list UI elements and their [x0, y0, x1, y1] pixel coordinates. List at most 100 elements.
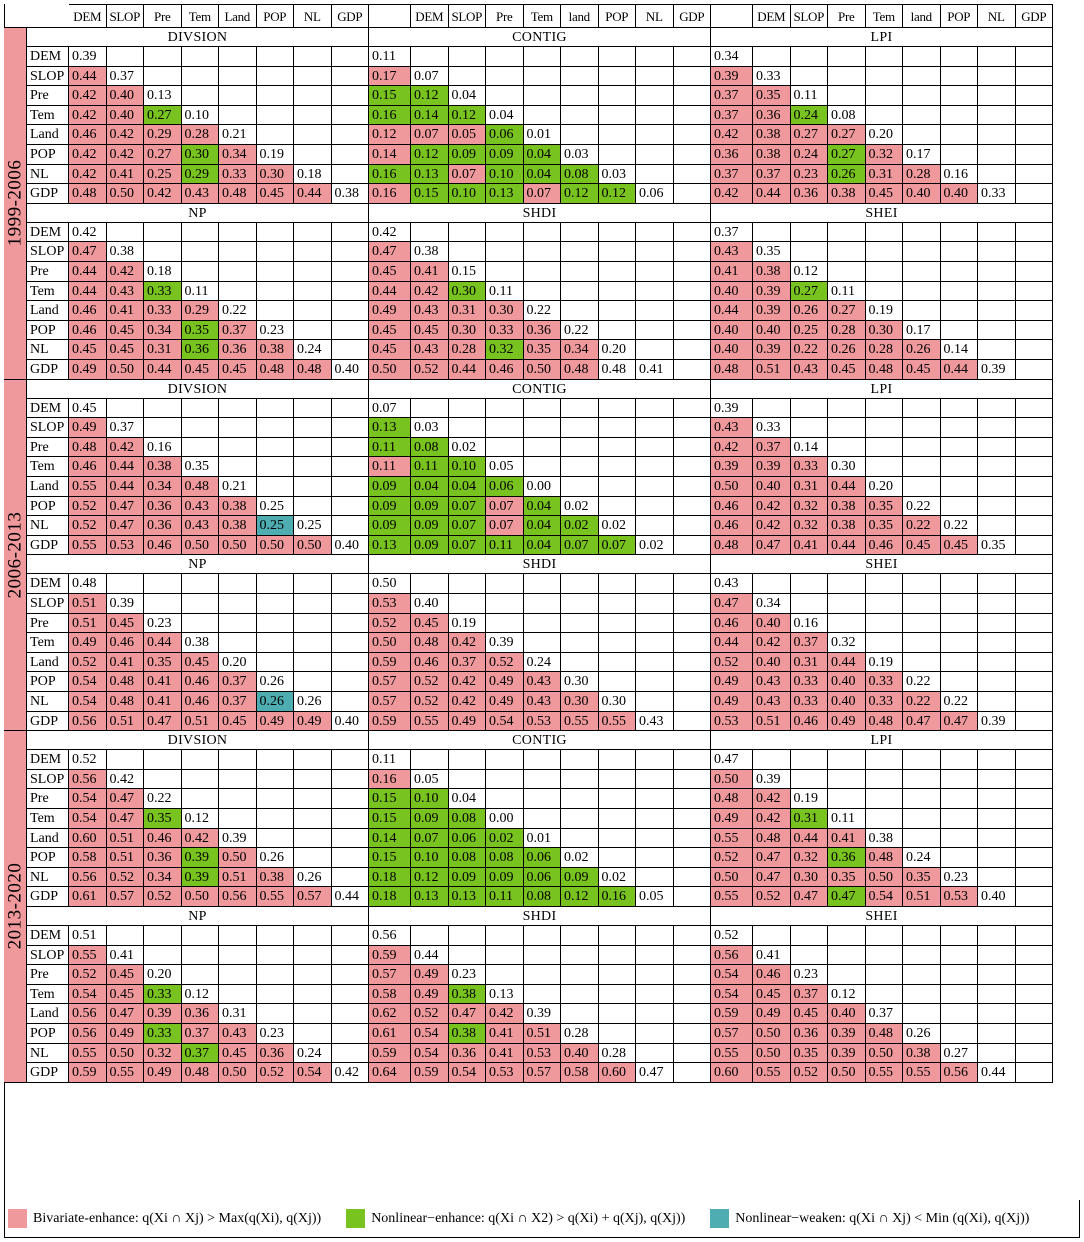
table-cell-value: 0.45: [940, 535, 978, 556]
table-cell-value: 0.43: [106, 281, 144, 302]
column-header-slop: SLOP: [448, 4, 486, 28]
row-label: Land: [27, 301, 69, 321]
table-cell-value: 0.38: [828, 184, 866, 204]
table-cell-value: 0.47: [790, 887, 828, 907]
row-label: Pre: [27, 965, 69, 985]
table-cell-empty: [1015, 418, 1053, 438]
table-cell-value: 0.38: [256, 867, 294, 888]
table-cell-value: 0.52: [144, 887, 182, 907]
table-cell-value: 0.32: [486, 340, 524, 360]
table-cell-value: 0.44: [106, 477, 144, 497]
table-cell-empty: [598, 66, 636, 87]
table-cell-empty: [903, 926, 941, 946]
table-cell-value: 0.45: [106, 613, 144, 634]
table-cell-empty: [144, 750, 182, 770]
table-cell-value: 0.45: [106, 984, 144, 1005]
table-cell-empty: [903, 789, 941, 809]
table-cell-value: 0.37: [753, 164, 791, 185]
table-cell-empty: [903, 301, 941, 321]
table-cell-value: 0.50: [711, 477, 753, 497]
table-cell-value: 0.18: [369, 867, 411, 888]
table-cell-empty: [331, 477, 369, 497]
table-cell-empty: [331, 1043, 369, 1064]
table-cell-empty: [1015, 945, 1053, 966]
table-cell-value: 0.21: [219, 125, 257, 145]
table-cell-value: 0.36: [828, 848, 866, 868]
table-cell-value: 0.09: [448, 145, 486, 165]
table-cell-value: 0.47: [106, 809, 144, 829]
table-cell-empty: [294, 1004, 332, 1024]
table-cell-value: 0.13: [411, 887, 449, 907]
table-cell-value: 0.35: [828, 867, 866, 888]
table-cell-value: 0.49: [411, 984, 449, 1005]
table-cell-value: 0.23: [790, 164, 828, 185]
table-cell-empty: [673, 496, 711, 517]
table-cell-empty: [331, 301, 369, 321]
table-cell-value: 0.55: [711, 887, 753, 907]
table-cell-empty: [144, 769, 182, 790]
table-cell-empty: [1015, 477, 1053, 497]
table-cell-value: 0.45: [903, 535, 941, 556]
table-cell-value: 0.46: [144, 828, 182, 849]
column-header-pre: Pre: [486, 4, 524, 28]
table-cell-value: 0.47: [753, 848, 791, 868]
table-cell-value: 0.52: [711, 926, 753, 946]
table-cell-value: 0.37: [865, 1004, 903, 1024]
table-cell-value: 0.54: [486, 711, 524, 732]
table-cell-value: 0.07: [411, 66, 449, 87]
table-cell-value: 0.46: [711, 496, 753, 517]
row-label: NL: [27, 1043, 69, 1064]
table-cell-empty: [294, 496, 332, 517]
panel-title: CONTIG: [369, 28, 711, 47]
table-cell-empty: [673, 535, 711, 556]
table-cell-empty: [219, 222, 257, 243]
table-cell-empty: [523, 457, 561, 477]
table-cell-empty: [181, 789, 219, 809]
table-cell-empty: [1015, 984, 1053, 1005]
table-cell-value: 0.46: [411, 652, 449, 673]
table-cell-empty: [598, 809, 636, 829]
table-cell-empty: [636, 769, 674, 790]
table-cell-empty: [790, 574, 828, 594]
table-cell-empty: [636, 984, 674, 1005]
table-cell-value: 0.38: [219, 516, 257, 536]
table-cell-empty: [219, 769, 257, 790]
table-cell-empty: [636, 281, 674, 302]
table-cell-value: 0.40: [753, 320, 791, 341]
table-cell-empty: [673, 574, 711, 594]
table-cell-empty: [331, 672, 369, 692]
table-cell-value: 0.49: [256, 711, 294, 732]
table-cell-value: 0.36: [790, 1024, 828, 1044]
table-cell-empty: [219, 633, 257, 653]
table-cell-value: 0.12: [411, 867, 449, 888]
table-cell-value: 0.55: [106, 1063, 144, 1083]
table-cell-value: 0.43: [753, 672, 791, 692]
table-cell-empty: [790, 47, 828, 67]
table-cell-value: 0.37: [448, 652, 486, 673]
table-cell-empty: [331, 574, 369, 594]
table-cell-value: 0.37: [753, 437, 791, 458]
table-cell-empty: [331, 125, 369, 145]
table-cell-value: 0.49: [711, 672, 753, 692]
table-cell-empty: [940, 594, 978, 614]
table-cell-value: 0.40: [828, 692, 866, 712]
table-cell-value: 0.39: [753, 301, 791, 321]
table-cell-empty: [561, 242, 599, 262]
table-cell-empty: [828, 398, 866, 419]
table-cell-value: 0.37: [181, 1024, 219, 1044]
table-cell-value: 0.38: [448, 984, 486, 1005]
table-cell-value: 0.55: [69, 945, 107, 966]
table-cell-value: 0.52: [369, 613, 411, 634]
table-cell-empty: [1015, 222, 1053, 243]
table-cell-value: 0.27: [940, 1043, 978, 1064]
table-cell-value: 0.41: [711, 262, 753, 282]
table-cell-value: 0.28: [903, 164, 941, 185]
table-cell-empty: [256, 86, 294, 106]
table-cell-value: 0.38: [828, 496, 866, 517]
table-cell-empty: [294, 769, 332, 790]
table-cell-empty: [486, 769, 524, 790]
table-cell-empty: [448, 66, 486, 87]
table-cell-empty: [753, 398, 791, 419]
table-cell-value: 0.56: [940, 1063, 978, 1083]
table-cell-value: 0.50: [865, 1043, 903, 1064]
